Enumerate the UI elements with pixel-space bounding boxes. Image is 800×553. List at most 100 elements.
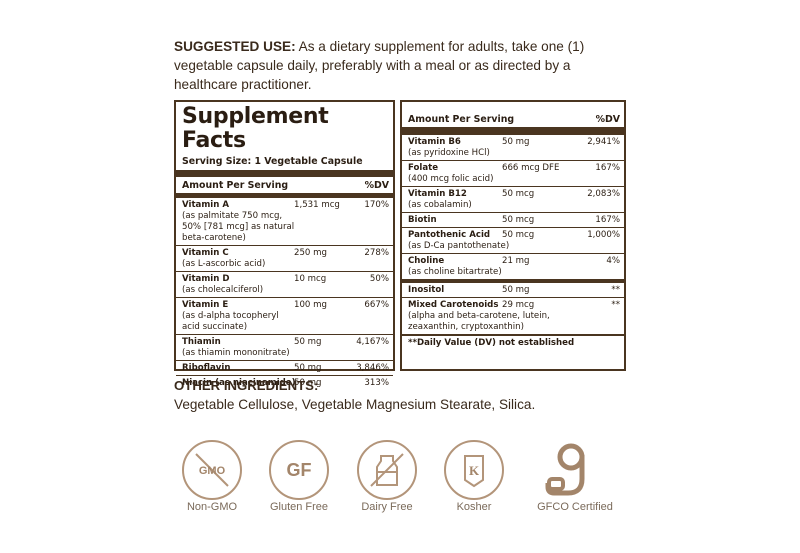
nutrient-name: Mixed Carotenoids bbox=[408, 300, 499, 310]
nutrient-dv: ** bbox=[611, 300, 620, 310]
nutrient-source: (as palmitate 750 mcg, 50% [781 mcg] as … bbox=[182, 211, 295, 243]
nutrient-dv: 167% bbox=[595, 163, 620, 173]
nutrient-name: Niacin (as niacinamide) bbox=[182, 378, 296, 388]
nutrient-name: Vitamin A bbox=[182, 200, 230, 210]
header-amount-right: Amount Per Serving bbox=[408, 114, 515, 125]
nutrient-name: Pantothenic Acid bbox=[408, 230, 491, 240]
dairy-free-label: Dairy Free bbox=[361, 501, 413, 513]
nutrient-name: Inositol bbox=[408, 285, 445, 295]
nutrient-amount: 21 mg bbox=[502, 256, 530, 266]
gfco-label: GFCO Certified bbox=[537, 501, 613, 513]
nutrient-amount: 666 mcg DFE bbox=[502, 163, 560, 173]
nutrient-name: Vitamin E bbox=[182, 300, 229, 310]
non-gmo-icon-text: GMO bbox=[199, 465, 226, 477]
kosher-icon: K bbox=[444, 440, 504, 500]
nutrient-row: Niacin (as niacinamide) 50 mg 313% bbox=[176, 375, 393, 390]
nutrient-row: Choline 21 mg 4% (as choline bitartrate) bbox=[402, 253, 624, 279]
nutrient-row: Vitamin D 10 mcg 50% (as cholecalciferol) bbox=[176, 271, 393, 297]
nutrient-dv: 2,083% bbox=[587, 189, 620, 199]
nutrient-name: Vitamin B6 bbox=[408, 137, 461, 147]
nutrient-dv: 667% bbox=[364, 300, 389, 310]
nutrient-row: Mixed Carotenoids 29 mcg ** (alpha and beta… bbox=[402, 297, 624, 334]
nutrient-dv: 170% bbox=[364, 200, 389, 210]
nutrient-source: (as choline bitartrate) bbox=[408, 267, 502, 277]
nutrient-amount: 1,531 mcg bbox=[294, 200, 340, 210]
nutrient-amount: 50 mg bbox=[502, 285, 530, 295]
nutrient-source: (400 mcg folic acid) bbox=[408, 174, 494, 184]
kosher-label: Kosher bbox=[456, 501, 492, 513]
nutrient-source: (as cobalamin) bbox=[408, 200, 472, 210]
nutrient-amount: 29 mcg bbox=[502, 300, 535, 310]
gluten-free-icon: GF bbox=[269, 440, 329, 500]
nutrient-dv: 4,167% bbox=[356, 337, 389, 347]
nutrient-source: (alpha and beta-carotene, lutein, zeaxan… bbox=[408, 311, 550, 332]
dairy-free-icon bbox=[357, 440, 417, 500]
nutrient-dv: 313% bbox=[364, 378, 389, 388]
nutrient-source: (as L-ascorbic acid) bbox=[182, 259, 266, 269]
right-rows: Vitamin B6 50 mg 2,941% (as pyridoxine HCl)… bbox=[402, 134, 624, 334]
nutrient-source: (as pyridoxine HCl) bbox=[408, 148, 490, 158]
nutrient-source: (as thiamin mononitrate) bbox=[182, 348, 290, 358]
nutrient-dv: 3,846% bbox=[356, 363, 389, 373]
nutrient-amount: 250 mg bbox=[294, 248, 327, 258]
suggested-use-heading: SUGGESTED USE: bbox=[174, 39, 296, 54]
header-dv-right: %DV bbox=[595, 114, 620, 125]
nutrient-amount: 50 mcg bbox=[502, 189, 535, 199]
table-header-right: Amount Per Serving %DV bbox=[402, 102, 624, 127]
nutrient-row: Riboflavin 50 mg 3,846% bbox=[176, 360, 393, 375]
nutrient-source: (as D-Ca pantothenate) bbox=[408, 241, 510, 251]
header-amount: Amount Per Serving bbox=[182, 180, 289, 191]
nutrient-amount: 50 mcg bbox=[502, 230, 535, 240]
table-header: Amount Per Serving %DV bbox=[176, 177, 393, 193]
supplement-facts-right-panel: Amount Per Serving %DV Vitamin B6 50 mg 2,… bbox=[400, 100, 626, 371]
nutrient-amount: 50 mg bbox=[294, 378, 322, 388]
nutrient-row: Vitamin C 250 mg 278% (as L-ascorbic acid) bbox=[176, 245, 393, 271]
nutrient-dv: 167% bbox=[595, 215, 620, 225]
gfco-icon bbox=[541, 437, 605, 499]
nutrient-row: Vitamin B12 50 mcg 2,083% (as cobalamin) bbox=[402, 186, 624, 212]
nutrient-dv: 1,000% bbox=[587, 230, 620, 240]
nutrient-amount: 100 mg bbox=[294, 300, 327, 310]
suggested-use-text: As a dietary supplement for adults, take… bbox=[174, 39, 585, 92]
nutrient-amount: 50 mg bbox=[294, 363, 322, 373]
supplement-facts-left-panel: Supplement Facts Serving Size: 1 Vegetab… bbox=[174, 100, 395, 388]
nutrient-amount: 10 mcg bbox=[294, 274, 327, 284]
divider-medium bbox=[176, 193, 393, 197]
non-gmo-icon: GMO bbox=[182, 440, 242, 500]
other-ingredients-heading: OTHER INGREDIENTS: bbox=[174, 378, 319, 393]
gluten-free-icon-text: GF bbox=[286, 459, 312, 480]
nutrient-amount: 50 mg bbox=[294, 337, 322, 347]
nutrient-name: Vitamin B12 bbox=[408, 189, 467, 199]
dv-footnote: **Daily Value (DV) not established bbox=[402, 334, 624, 348]
gluten-free-label: Gluten Free bbox=[269, 501, 329, 513]
nutrient-source: (as cholecalciferol) bbox=[182, 285, 264, 295]
nutrient-row: Vitamin E 100 mg 667% (as d-alpha tocophery… bbox=[176, 297, 393, 334]
nutrient-source: (as d-alpha tocopheryl acid succinate) bbox=[182, 311, 279, 332]
nutrient-row: Biotin 50 mcg 167% bbox=[402, 212, 624, 227]
nutrient-dv: 50% bbox=[369, 274, 389, 284]
nutrient-row: Pantothenic Acid 50 mcg 1,000% (as D-Ca pan… bbox=[402, 227, 624, 253]
nutrient-name: Folate bbox=[408, 163, 439, 173]
nutrient-row: Vitamin B6 50 mg 2,941% (as pyridoxine HCl) bbox=[402, 134, 624, 160]
nutrient-dv: ** bbox=[611, 285, 620, 295]
kosher-icon-text: K bbox=[469, 463, 480, 478]
nutrient-dv: 2,941% bbox=[587, 137, 620, 147]
divider-thick-right bbox=[402, 127, 624, 134]
divider-thick bbox=[176, 170, 393, 177]
nutrient-name: Thiamin bbox=[182, 337, 221, 347]
nutrient-dv: 278% bbox=[364, 248, 389, 258]
header-dv: %DV bbox=[364, 180, 389, 191]
other-ingredients-text: Vegetable Cellulose, Vegetable Magnesium… bbox=[174, 397, 536, 412]
suggested-use: SUGGESTED USE: As a dietary supplement f… bbox=[174, 37, 634, 94]
left-rows: Vitamin A 1,531 mcg 170% (as palmitate 750 … bbox=[176, 197, 393, 390]
serving-size: Serving Size: 1 Vegetable Capsule bbox=[182, 156, 363, 167]
nutrient-name: Riboflavin bbox=[182, 363, 231, 373]
nutrient-row: Thiamin 50 mg 4,167% (as thiamin mononitrat… bbox=[176, 334, 393, 360]
panel-title: Supplement Facts bbox=[182, 104, 329, 153]
nutrient-amount: 50 mg bbox=[502, 137, 530, 147]
nutrient-row: Inositol 50 mg ** bbox=[402, 279, 624, 297]
nutrient-row: Vitamin A 1,531 mcg 170% (as palmitate 750 … bbox=[176, 197, 393, 245]
nutrient-name: Vitamin C bbox=[182, 248, 229, 258]
nutrient-name: Biotin bbox=[408, 215, 437, 225]
nutrient-amount: 50 mcg bbox=[502, 215, 535, 225]
